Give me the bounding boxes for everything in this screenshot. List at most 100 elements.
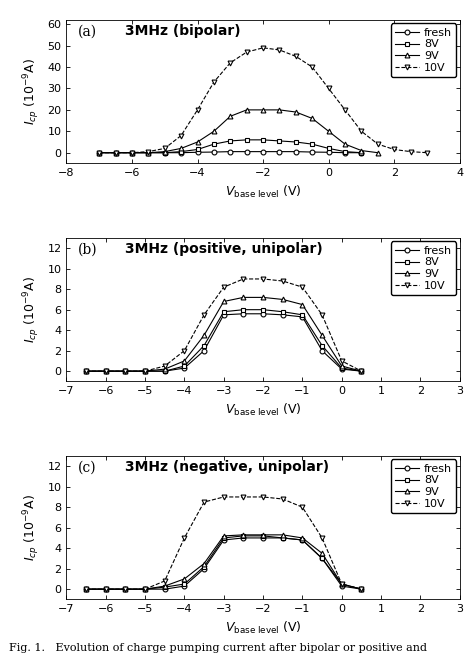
fresh [241,310,246,318]
fresh [103,585,109,593]
Line: 9V: 9V [83,295,364,374]
10V [178,132,184,140]
9V [260,106,266,114]
9V [195,138,201,146]
8V [201,342,207,350]
fresh [122,585,128,593]
8V [280,534,285,542]
Legend: fresh, 8V, 9V, 10V: fresh, 8V, 9V, 10V [391,23,456,77]
8V [211,140,217,148]
fresh [83,585,89,593]
8V [280,308,285,316]
9V [326,127,331,135]
Line: 8V: 8V [83,307,364,374]
10V [424,149,430,157]
8V [241,306,246,314]
8V [339,580,345,588]
10V [241,275,246,283]
9V [293,108,299,116]
fresh [300,313,305,321]
8V [260,532,266,540]
Y-axis label: $I_{cp}$ $(10^{-9}$A): $I_{cp}$ $(10^{-9}$A) [21,276,42,343]
10V [260,275,266,283]
9V [83,585,89,593]
9V [244,106,249,114]
10V [182,347,187,355]
9V [83,367,89,375]
8V [103,367,109,375]
10V [260,44,266,52]
9V [96,149,102,157]
10V [162,577,168,585]
9V [162,582,168,590]
9V [300,534,305,542]
10V [182,534,187,542]
Y-axis label: $I_{cp}$ $(10^{-9}$A): $I_{cp}$ $(10^{-9}$A) [21,494,42,561]
8V [83,367,89,375]
8V [162,367,168,375]
fresh [142,585,148,593]
9V [375,149,381,157]
9V [162,148,168,156]
fresh [162,585,168,593]
10V [201,498,207,506]
Line: fresh: fresh [97,149,364,155]
10V [113,149,118,157]
fresh [178,149,184,157]
8V [142,367,148,375]
8V [221,308,227,316]
Line: 9V: 9V [83,532,364,591]
8V [182,580,187,588]
10V [358,367,364,375]
Line: 10V: 10V [83,276,364,374]
9V [342,140,348,148]
8V [221,534,227,542]
9V [358,147,364,155]
9V [221,532,227,540]
Text: 3MHz (negative, unipolar): 3MHz (negative, unipolar) [125,460,329,474]
Text: 3MHz (positive, unipolar): 3MHz (positive, unipolar) [125,242,323,256]
10V [201,311,207,319]
10V [129,149,135,157]
10V [342,106,348,114]
Text: (a): (a) [78,24,97,38]
8V [319,342,325,350]
fresh [260,310,266,318]
8V [113,149,118,157]
10V [375,140,381,148]
9V [280,531,285,539]
8V [146,149,151,157]
fresh [182,582,187,590]
10V [260,493,266,501]
fresh [342,149,348,157]
8V [244,136,249,144]
9V [241,294,246,302]
8V [178,148,184,156]
9V [201,331,207,339]
8V [326,145,331,153]
8V [122,585,128,593]
fresh [260,534,266,542]
10V [244,48,249,56]
8V [182,362,187,370]
10V [142,367,148,375]
fresh [300,536,305,544]
10V [319,311,325,319]
8V [358,585,364,593]
Line: fresh: fresh [83,535,364,591]
10V [408,148,413,156]
9V [142,585,148,593]
fresh [358,149,364,157]
10V [83,585,89,593]
10V [358,585,364,593]
8V [201,563,207,571]
fresh [310,148,315,156]
8V [241,532,246,540]
Text: (c): (c) [78,460,97,474]
fresh [339,582,345,590]
9V [358,585,364,593]
9V [339,362,345,370]
10V [241,493,246,501]
10V [221,493,227,501]
fresh [277,148,283,156]
